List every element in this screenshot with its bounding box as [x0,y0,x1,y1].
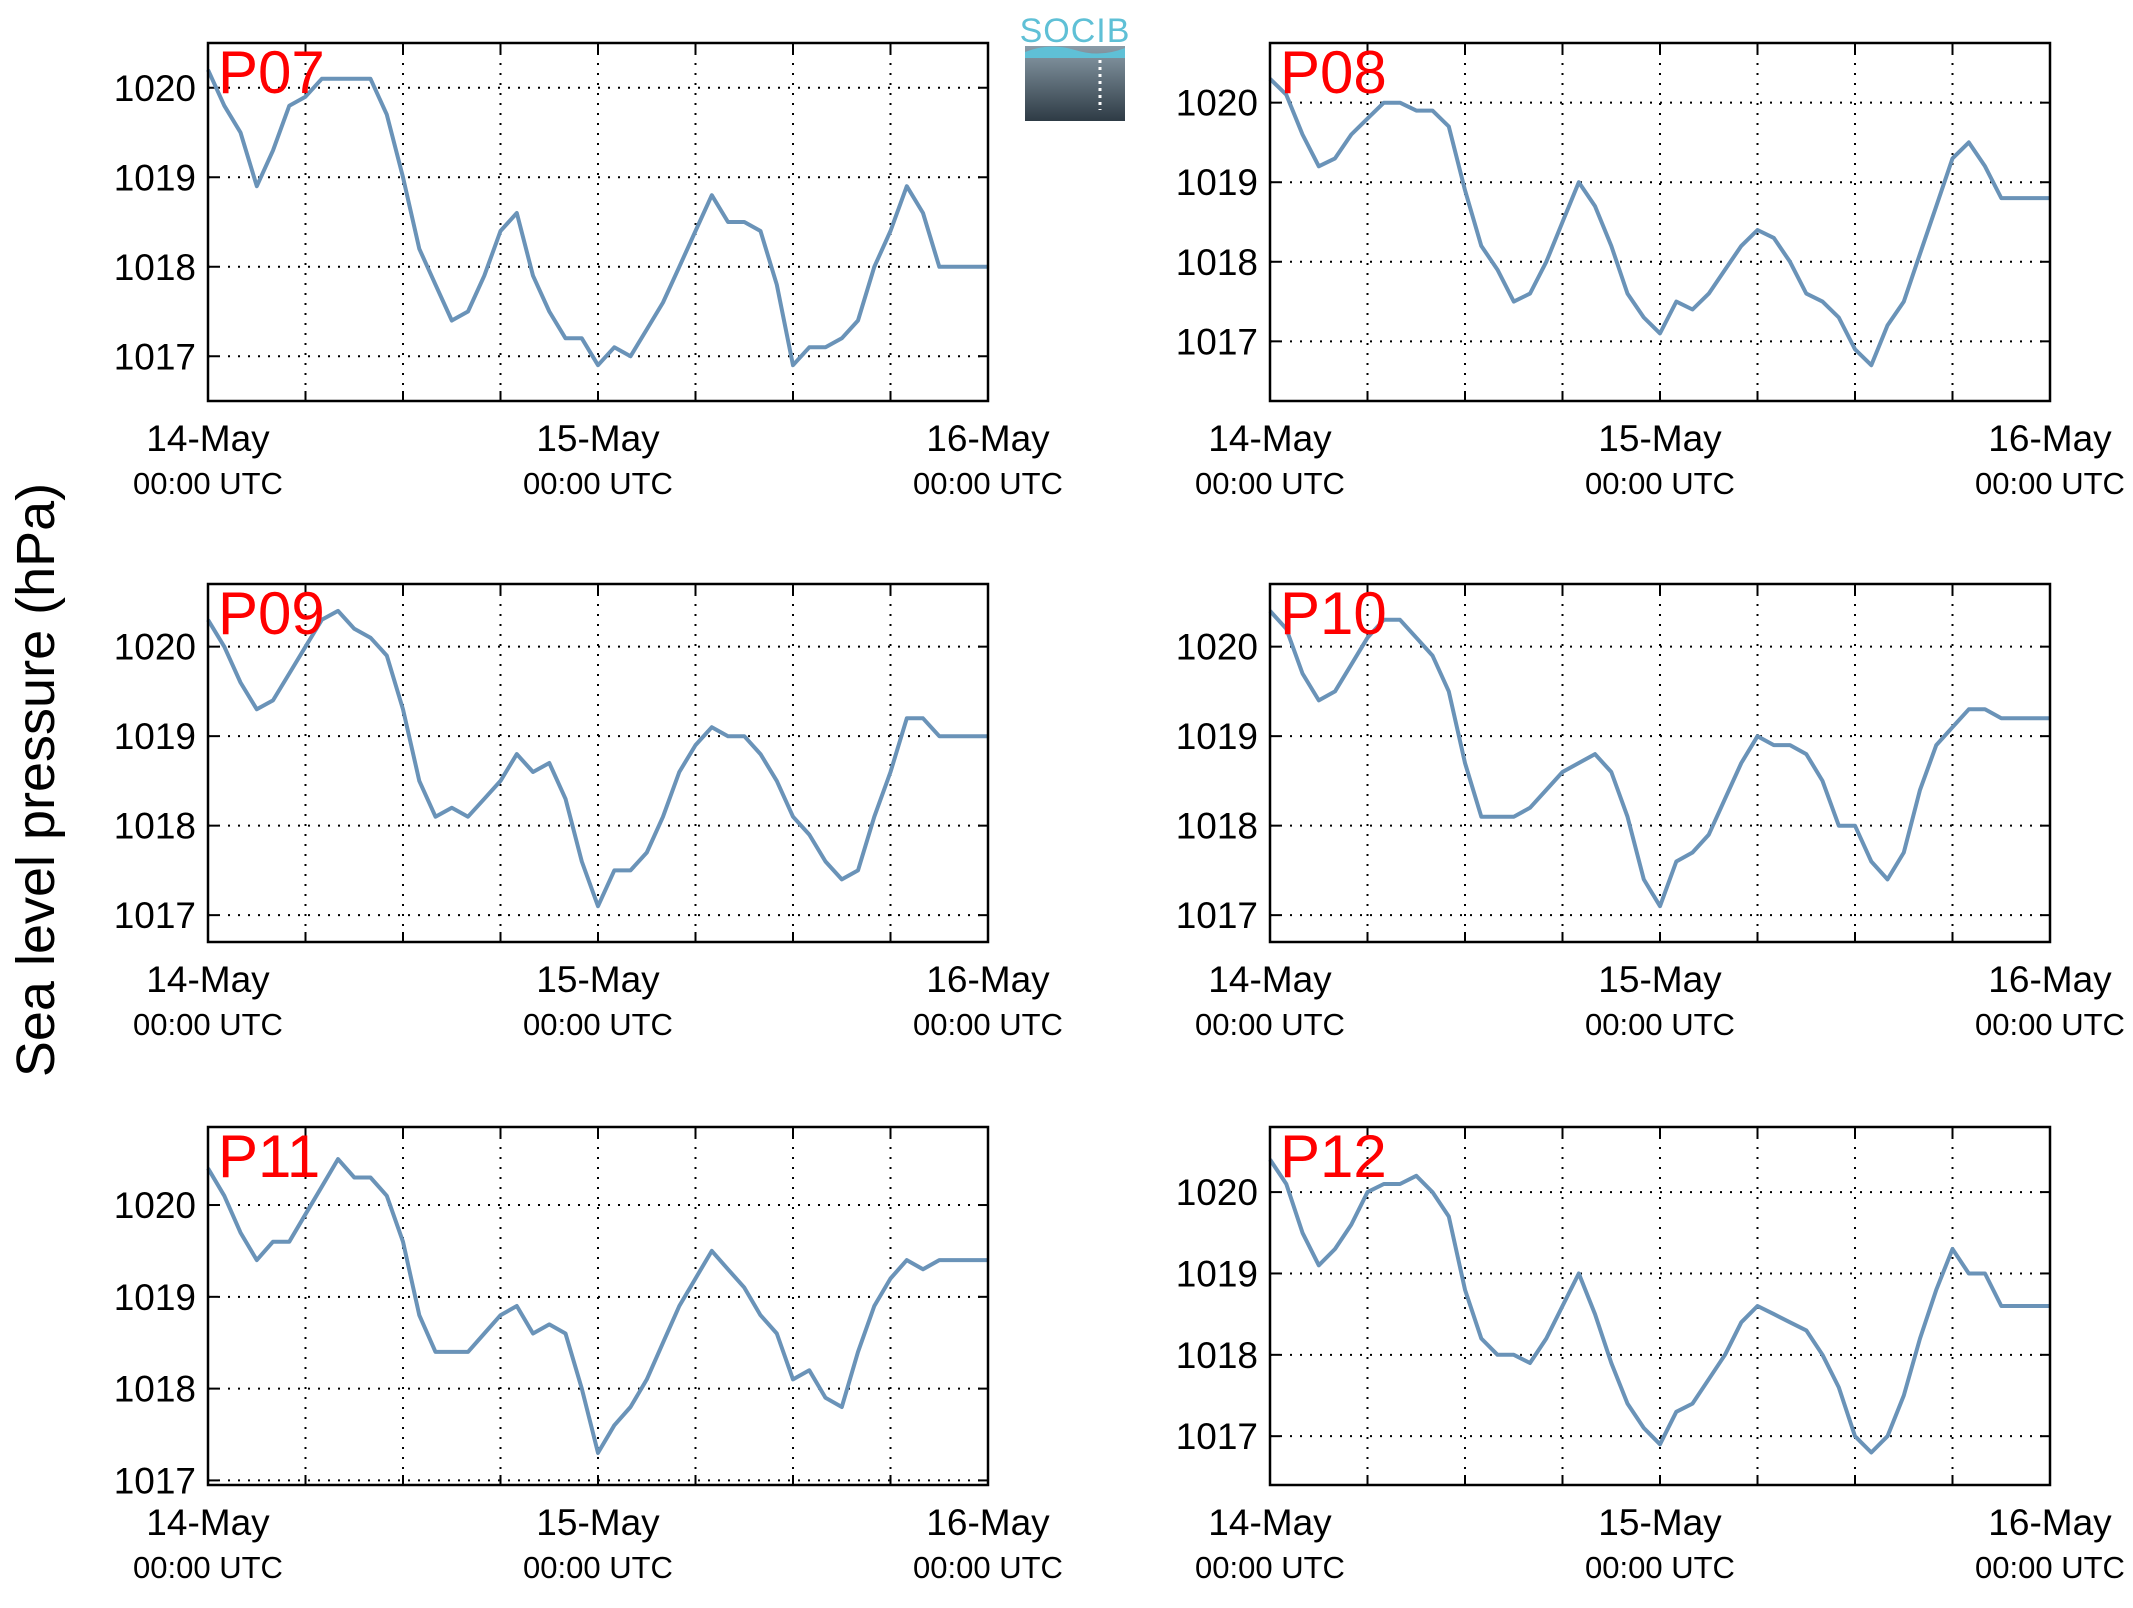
x-tick-sublabel: 00:00 UTC [1195,1550,1345,1585]
panel-p12: 1017 1018 1019 1020 14-May 00:00 UTC 15-May 00:… [1176,1123,2125,1585]
x-tick-sublabel: 00:00 UTC [1975,1550,2125,1585]
x-tick-sublabel: 00:00 UTC [1975,466,2125,501]
y-tick-label: 1020 [1176,1172,1258,1213]
x-tick-label: 15-May [536,418,660,459]
y-tick-label: 1017 [114,895,196,936]
y-tick-label: 1020 [1176,627,1258,668]
x-tick-sublabel: 00:00 UTC [1975,1007,2125,1042]
y-tick-label: 1019 [114,1277,196,1318]
panel-p08: 1017 1018 1019 1020 14-May 00:00 UTC 15-May 00:… [1176,39,2125,501]
y-tick-label: 1017 [1176,895,1258,936]
y-tick-label: 1020 [1176,83,1258,124]
x-tick-sublabel: 00:00 UTC [523,1550,673,1585]
series-line [1268,609,2050,909]
x-tick-sublabel: 00:00 UTC [523,466,673,501]
x-tick-sublabel: 00:00 UTC [133,1550,283,1585]
panels: 1017 1018 1019 1020 14-May 00:00 UTC 15-May 00:… [114,39,2125,1585]
x-tick-label: 16-May [1988,959,2112,1000]
plot-frame [206,41,990,403]
y-tick-label: 1017 [114,336,196,377]
series-line [206,68,988,368]
y-tick-label: 1017 [114,1460,196,1501]
panel-label: P12 [1280,1123,1387,1190]
y-tick-label: 1020 [114,68,196,109]
x-tick-sublabel: 00:00 UTC [1585,466,1735,501]
plot-frame [206,1125,990,1487]
y-tick-label: 1018 [114,806,196,847]
panel-p09: 1017 1018 1019 1020 14-May 00:00 UTC 15-May 00:… [114,580,1063,1042]
y-tick-label: 1019 [114,716,196,757]
y-axis-label: Sea level pressure (hPa) [6,483,66,1077]
y-tick-label: 1018 [1176,242,1258,283]
y-tick-label: 1017 [1176,1416,1258,1457]
series-line [1268,77,2050,368]
x-tick-label: 16-May [1988,1502,2112,1543]
panel-label: P10 [1280,580,1387,647]
x-tick-label: 15-May [536,1502,660,1543]
y-tick-label: 1018 [114,1369,196,1410]
x-tick-label: 14-May [1208,959,1332,1000]
x-tick-label: 15-May [536,959,660,1000]
logo-wave [1025,46,1125,58]
x-tick-sublabel: 00:00 UTC [913,1007,1063,1042]
y-tick-label: 1018 [1176,806,1258,847]
series-line [1268,1158,2050,1455]
panel-p07: 1017 1018 1019 1020 14-May 00:00 UTC 15-May 00:… [114,39,1063,501]
y-tick-label: 1018 [1176,1335,1258,1376]
plot-frame [1268,41,2052,403]
y-tick-label: 1018 [114,247,196,288]
x-tick-label: 14-May [1208,1502,1332,1543]
y-tick-label: 1019 [1176,1253,1258,1294]
panel-p11: 1017 1018 1019 1020 14-May 00:00 UTC 15-May 00:… [114,1123,1063,1585]
y-tick-label: 1020 [114,1185,196,1226]
series-line [206,1157,988,1455]
x-tick-label: 16-May [1988,418,2112,459]
y-tick-label: 1019 [1176,162,1258,203]
logo-block [1025,46,1125,121]
y-tick-label: 1019 [114,157,196,198]
y-tick-label: 1017 [1176,321,1258,362]
x-tick-sublabel: 00:00 UTC [913,1550,1063,1585]
x-tick-sublabel: 00:00 UTC [1195,466,1345,501]
series-line [206,608,988,909]
logo-text: SOCIB [1020,12,1131,50]
x-tick-label: 15-May [1598,1502,1722,1543]
x-tick-label: 16-May [926,418,1050,459]
x-tick-label: 15-May [1598,959,1722,1000]
x-tick-sublabel: 00:00 UTC [1585,1550,1735,1585]
x-tick-sublabel: 00:00 UTC [1195,1007,1345,1042]
x-tick-sublabel: 00:00 UTC [913,466,1063,501]
x-tick-sublabel: 00:00 UTC [1585,1007,1735,1042]
socib-logo: SOCIB [1020,12,1131,121]
x-tick-sublabel: 00:00 UTC [523,1007,673,1042]
panel-label: P07 [218,39,325,106]
panel-p10: 1017 1018 1019 1020 14-May 00:00 UTC 15-May 00:… [1176,580,2125,1042]
y-tick-label: 1020 [114,627,196,668]
x-tick-label: 14-May [146,1502,270,1543]
x-tick-label: 15-May [1598,418,1722,459]
panel-label: P08 [1280,39,1387,106]
x-tick-label: 16-May [926,959,1050,1000]
y-tick-label: 1019 [1176,716,1258,757]
x-tick-label: 14-May [146,418,270,459]
x-tick-sublabel: 00:00 UTC [133,466,283,501]
plot-frame [206,582,990,944]
x-tick-label: 14-May [146,959,270,1000]
x-tick-label: 14-May [1208,418,1332,459]
x-tick-sublabel: 00:00 UTC [133,1007,283,1042]
x-tick-label: 16-May [926,1502,1050,1543]
panel-label: P11 [218,1123,320,1190]
plot-frame [1268,1125,2052,1487]
plot-frame [1268,582,2052,944]
panel-label: P09 [218,580,325,647]
